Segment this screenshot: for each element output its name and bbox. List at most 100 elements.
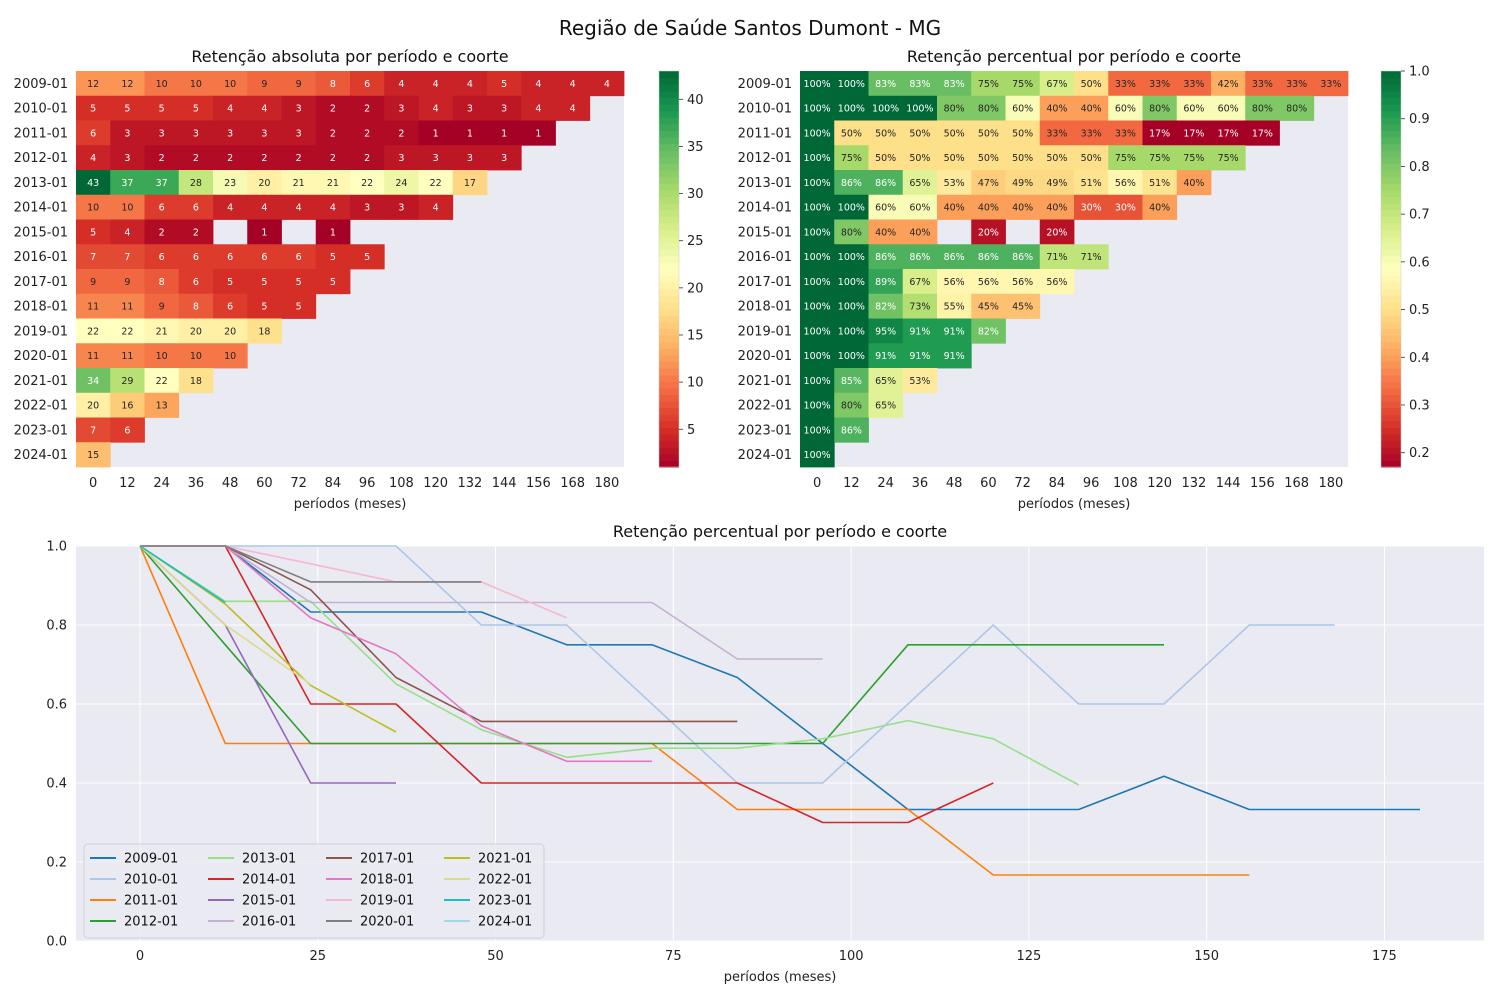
heatmap-cell	[76, 120, 111, 146]
heatmap-cell	[937, 120, 972, 146]
cell-value-label: 56%	[978, 277, 999, 288]
colorbar-segment	[659, 447, 679, 455]
colorbar-segment	[659, 427, 679, 435]
heatmap-cell	[247, 145, 282, 171]
legend-label: 2012-01	[124, 915, 178, 930]
cell-value-label: 100%	[872, 104, 899, 115]
heatmap-cell	[76, 269, 111, 295]
cell-value-label: 10	[156, 79, 168, 90]
cell-value-label: 56%	[944, 277, 965, 288]
colorbar-segment	[1381, 368, 1401, 376]
cell-value-label: 40%	[1012, 203, 1033, 214]
colorbar-segment	[1381, 249, 1401, 257]
heatmap-cell	[971, 293, 1006, 319]
heatmap-cell	[76, 71, 111, 97]
cell-value-label: 100%	[804, 252, 831, 263]
heatmap-cell	[281, 120, 317, 146]
heatmap-cell	[1211, 145, 1246, 171]
cell-value-label: 6	[159, 252, 165, 263]
cell-value-label: 71%	[1081, 252, 1102, 263]
cell-value-label: 5	[90, 227, 96, 238]
colorbar-segment	[1381, 203, 1401, 211]
y-tick-label: 2012-01	[738, 151, 792, 166]
cell-value-label: 6	[227, 252, 233, 263]
colorbar-tick-label: 20	[687, 281, 704, 296]
cell-value-label: 2	[364, 153, 370, 164]
heatmap-cell	[178, 219, 214, 245]
colorbar-segment	[659, 407, 679, 415]
colorbar-segment	[659, 269, 679, 277]
heatmap-cell	[350, 145, 385, 171]
cell-value-label: 5	[330, 252, 336, 263]
cell-value-label: 20	[87, 401, 99, 412]
percent-retention-heatmap: Retenção percentual por período e coorte…	[738, 47, 1430, 512]
colorbar-segment	[659, 156, 679, 164]
x-tick-label: 175	[1372, 949, 1397, 964]
heatmap-cell	[1108, 194, 1143, 220]
cell-value-label: 2	[159, 227, 165, 238]
cell-value-label: 3	[501, 153, 507, 164]
cell-value-label: 86%	[1012, 252, 1033, 263]
y-tick-label: 2017-01	[14, 275, 68, 290]
x-tick-label: 150	[1194, 949, 1219, 964]
heatmap-cell	[315, 194, 351, 220]
cell-value-label: 1	[467, 128, 473, 139]
heatmap-cell	[1245, 95, 1280, 121]
heatmap-cell	[971, 318, 1006, 344]
cell-value-label: 50%	[978, 153, 999, 164]
colorbar-segment	[1381, 84, 1401, 92]
x-tick-label: 72	[1014, 476, 1031, 491]
cell-value-label: 100%	[804, 79, 831, 90]
cell-value-label: 71%	[1046, 252, 1067, 263]
series-line-2020-01	[140, 545, 482, 583]
cell-value-label: 9	[296, 79, 302, 90]
heatmap-cell	[247, 95, 282, 121]
heatmap-cell	[1142, 170, 1178, 196]
cell-value-label: 37	[121, 178, 133, 189]
heatmap-cell	[800, 293, 835, 319]
cell-value-label: 11	[121, 302, 133, 313]
y-tick-label: 0.2	[46, 856, 67, 871]
x-tick-label: 125	[1016, 949, 1041, 964]
cell-value-label: 5	[90, 104, 96, 115]
cell-value-label: 4	[90, 153, 96, 164]
cell-value-label: 80%	[841, 401, 862, 412]
heatmap-cell	[144, 219, 180, 245]
heatmap-cell	[834, 417, 869, 443]
cell-value-label: 49%	[1012, 178, 1033, 189]
heatmap-cell	[213, 318, 248, 344]
cell-value-label: 2	[330, 153, 336, 164]
colorbar-tick-label: 35	[687, 140, 704, 155]
legend-label: 2023-01	[478, 894, 532, 909]
cell-value-label: 10	[190, 351, 202, 362]
heatmap-cell	[902, 120, 938, 146]
cell-value-label: 80%	[841, 227, 862, 238]
colorbar-segment	[1381, 407, 1401, 415]
heatmap-cell	[350, 120, 385, 146]
cell-value-label: 2	[364, 104, 370, 115]
heatmap-cell	[76, 244, 111, 270]
colorbar-segment	[1381, 110, 1401, 118]
heatmap-cell	[213, 145, 248, 171]
heatmap-cell	[418, 170, 454, 196]
heatmap-cell	[452, 170, 488, 196]
cell-value-label: 22	[121, 326, 133, 337]
heatmap-cell	[315, 269, 351, 295]
heatmap-cell	[178, 194, 214, 220]
heatmap-cell	[110, 269, 145, 295]
colorbar-segment	[1381, 348, 1401, 356]
cell-value-label: 100%	[804, 425, 831, 436]
heatmap-cell	[937, 170, 972, 196]
cell-value-label: 8	[193, 302, 199, 313]
colorbar-segment	[1381, 176, 1401, 184]
x-tick-label: 120	[423, 476, 448, 491]
heatmap-cell	[1245, 71, 1280, 97]
colorbar-segment	[659, 203, 679, 211]
colorbar-segment	[659, 414, 679, 422]
cell-value-label: 100%	[804, 203, 831, 214]
y-tick-label: 2023-01	[738, 423, 792, 438]
cell-value-label: 24	[395, 178, 407, 189]
heatmap-cell	[315, 120, 351, 146]
colorbar-segment	[1381, 229, 1401, 237]
y-tick-label: 2009-01	[738, 77, 792, 92]
